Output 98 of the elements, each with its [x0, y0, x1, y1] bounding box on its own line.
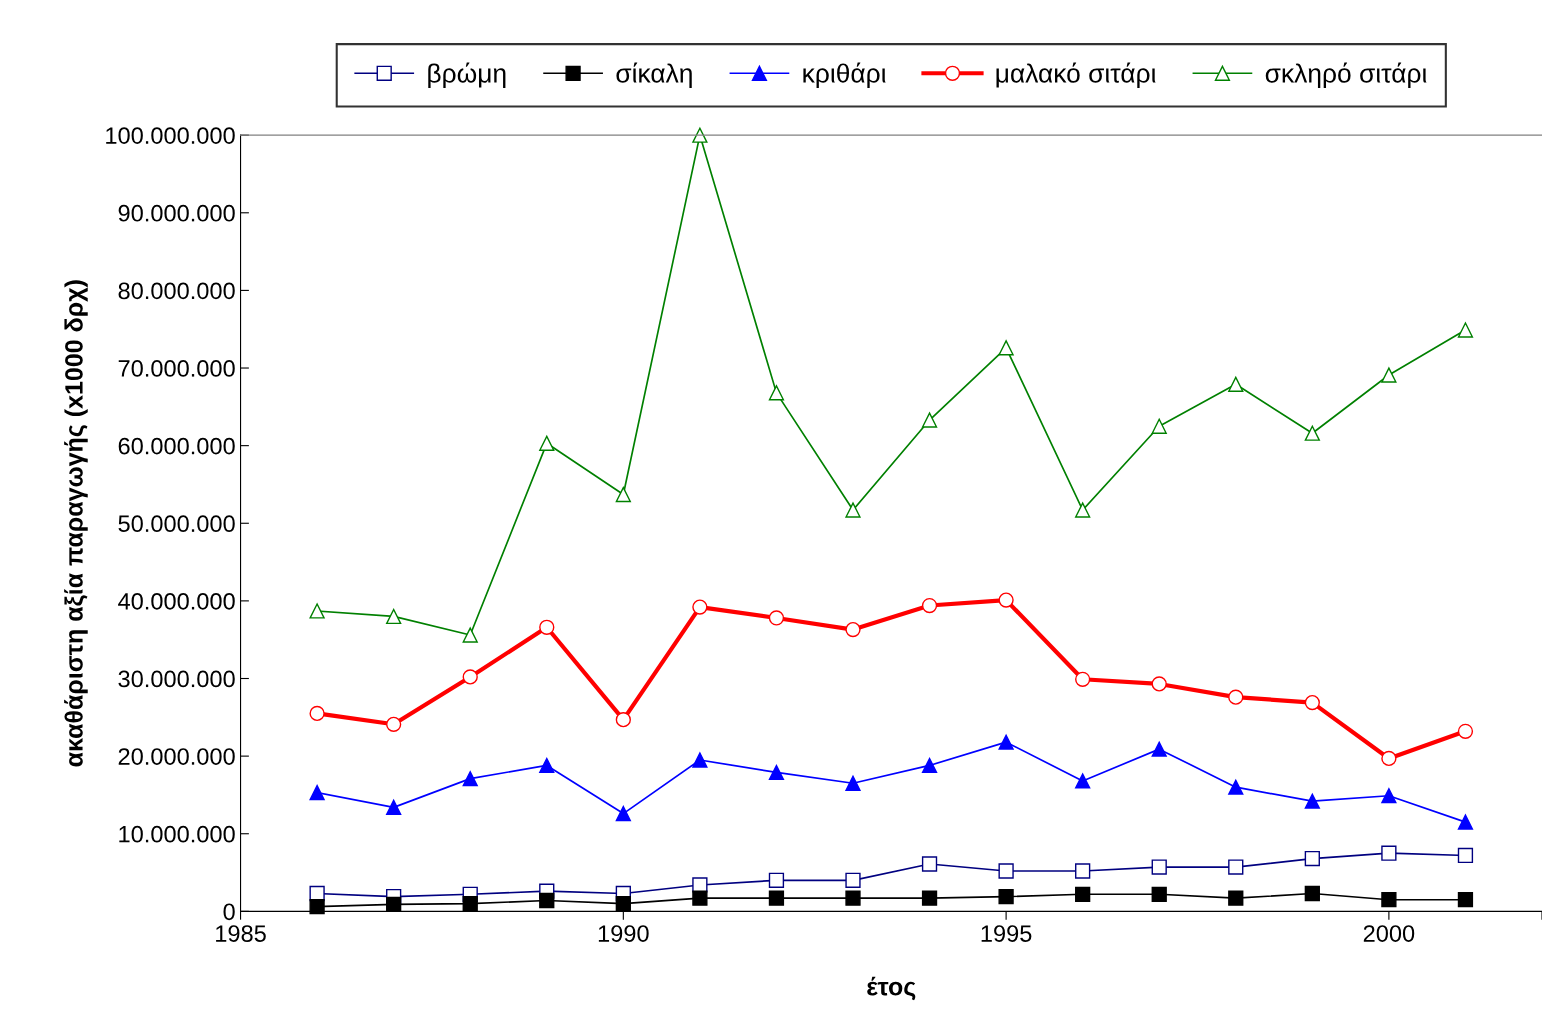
point	[615, 712, 631, 728]
point	[1304, 850, 1320, 867]
point	[998, 888, 1014, 905]
point	[462, 627, 478, 643]
point	[386, 896, 402, 913]
point	[539, 619, 555, 635]
point	[1075, 502, 1091, 518]
y-axis-title: ακαθάριστη αξία παραγωγής (x1000 δρχ)	[64, 280, 88, 767]
point	[1228, 376, 1244, 392]
y-tick-label: 0	[223, 903, 235, 921]
point	[998, 863, 1014, 879]
y-tick-label: 30.000.000	[118, 670, 235, 688]
x-tick-label: 1985	[216, 925, 266, 942]
point	[692, 752, 708, 768]
point	[998, 592, 1014, 608]
point	[845, 775, 861, 791]
y-tick-label: 90.000.000	[118, 204, 235, 222]
point	[921, 890, 938, 906]
legend-label: σκληρό σιτάρι	[1265, 62, 1427, 88]
point	[1457, 892, 1474, 908]
point	[1304, 694, 1320, 711]
point	[998, 734, 1014, 750]
x-axis-title: έτος	[867, 976, 916, 1001]
point	[1228, 859, 1244, 875]
point	[1151, 741, 1167, 757]
point	[768, 890, 785, 906]
legend-label: βρώμη	[428, 62, 506, 88]
y-tick-label: 40.000.000	[118, 592, 235, 610]
point	[615, 486, 631, 503]
x-tick-label: 1995	[981, 925, 1032, 942]
point	[1075, 886, 1091, 902]
point	[539, 757, 555, 774]
point	[386, 608, 402, 625]
point	[921, 597, 938, 614]
point	[1381, 750, 1397, 767]
legend-label: κριθάρι	[803, 62, 886, 88]
point	[768, 610, 785, 626]
point	[921, 757, 938, 774]
point	[1151, 886, 1167, 902]
point	[1228, 779, 1244, 795]
point	[462, 895, 478, 912]
point	[1457, 723, 1474, 739]
point	[1228, 890, 1244, 906]
x-tick-label: 2000	[1363, 925, 1415, 942]
point	[845, 890, 861, 906]
point	[386, 716, 402, 732]
point	[1228, 689, 1244, 705]
legend-label: μαλακό σιτάρι	[996, 62, 1156, 88]
y-tick-label: 80.000.000	[118, 282, 235, 300]
point	[309, 885, 325, 902]
y-tick-label: 20.000.000	[118, 748, 235, 765]
point	[692, 877, 708, 893]
point	[1304, 793, 1320, 809]
point	[692, 599, 708, 615]
point	[309, 784, 325, 801]
point	[1381, 845, 1397, 861]
point	[1151, 676, 1167, 692]
point	[1075, 863, 1091, 879]
point	[921, 856, 938, 872]
point	[692, 127, 708, 143]
point	[1457, 322, 1474, 338]
point	[539, 892, 555, 909]
point	[921, 412, 938, 428]
point	[845, 621, 861, 638]
point	[386, 799, 402, 815]
point	[1381, 892, 1397, 908]
point	[845, 872, 861, 888]
point	[1151, 418, 1167, 434]
point	[1457, 847, 1474, 864]
point	[1304, 425, 1320, 441]
point	[1304, 885, 1320, 902]
y-tick-label: 100.000.000	[106, 127, 235, 144]
point	[309, 705, 325, 722]
point	[1075, 773, 1091, 789]
point	[539, 435, 555, 451]
y-tick-label: 70.000.000	[118, 360, 235, 377]
y-tick-label: 50.000.000	[118, 515, 235, 533]
point	[462, 770, 478, 787]
point	[768, 764, 785, 781]
point	[1457, 814, 1474, 830]
point	[845, 502, 861, 518]
point	[309, 899, 325, 915]
x-tick-label: 1990	[598, 925, 649, 942]
point	[692, 890, 708, 906]
legend-label: σίκαλη	[616, 62, 692, 88]
point	[462, 669, 478, 685]
point	[768, 872, 785, 888]
point	[615, 895, 631, 912]
point	[1381, 788, 1397, 804]
point	[1381, 367, 1397, 383]
y-tick-label: 60.000.000	[118, 437, 235, 455]
point	[998, 340, 1014, 356]
point	[1151, 859, 1167, 875]
point	[309, 603, 325, 619]
y-tick-label: 10.000.000	[119, 825, 235, 843]
point	[1075, 671, 1091, 687]
point	[768, 385, 785, 401]
point	[615, 805, 631, 822]
